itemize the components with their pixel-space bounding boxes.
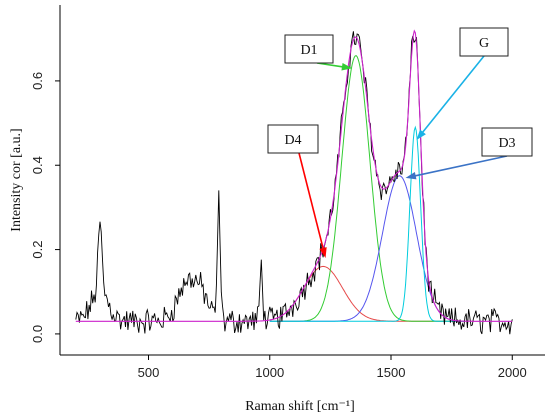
annotation-box	[459, 27, 509, 57]
plot-frame	[59, 5, 545, 356]
measured-spectrum	[75, 31, 513, 335]
y-tick-label: 0.0	[30, 325, 45, 343]
annotation-box	[284, 34, 334, 64]
annotation-label: D1	[300, 43, 317, 58]
x-tick-label: 500	[138, 365, 160, 380]
peak-annotations: D1 G D4 D3	[267, 27, 533, 259]
component-g-curve	[269, 125, 464, 322]
annotation-label: D4	[284, 133, 301, 148]
y-axis-ticks: 0.0 0.2 0.4 0.6	[30, 72, 60, 343]
annotation-g: G	[416, 27, 509, 140]
annotation-d1: D1	[284, 34, 353, 71]
annotation-arrow	[298, 152, 324, 249]
x-tick-label: 1500	[377, 365, 406, 380]
x-axis-title: Raman shift [cm⁻¹]	[245, 399, 355, 414]
annotation-d4: D4	[267, 124, 327, 259]
annotation-label: D3	[498, 136, 515, 151]
annotation-arrowhead	[405, 172, 417, 180]
annotation-box	[481, 127, 533, 157]
y-tick-label: 0.6	[30, 72, 45, 90]
annotation-arrowhead	[341, 62, 353, 71]
annotation-arrow	[316, 62, 343, 68]
annotation-arrow	[422, 55, 485, 133]
annotation-arrow	[415, 155, 508, 177]
fit-envelope-line	[75, 29, 513, 322]
x-axis-ticks: 500 1000 1500 2000	[138, 355, 527, 380]
annotation-box	[267, 124, 319, 154]
component-d3-curve	[269, 175, 464, 322]
y-tick-label: 0.2	[30, 241, 45, 259]
annotation-label: G	[479, 36, 489, 51]
y-axis-title: Intensity cor [a.u.]	[9, 128, 24, 231]
annotation-arrowhead	[416, 129, 426, 140]
measured-spectrum-line	[75, 31, 513, 335]
fit-envelope	[75, 29, 513, 322]
annotation-d3: D3	[405, 127, 533, 180]
y-tick-label: 0.4	[30, 156, 45, 174]
x-tick-label: 1000	[255, 365, 284, 380]
x-tick-label: 2000	[498, 365, 527, 380]
annotation-arrowhead	[319, 247, 327, 259]
